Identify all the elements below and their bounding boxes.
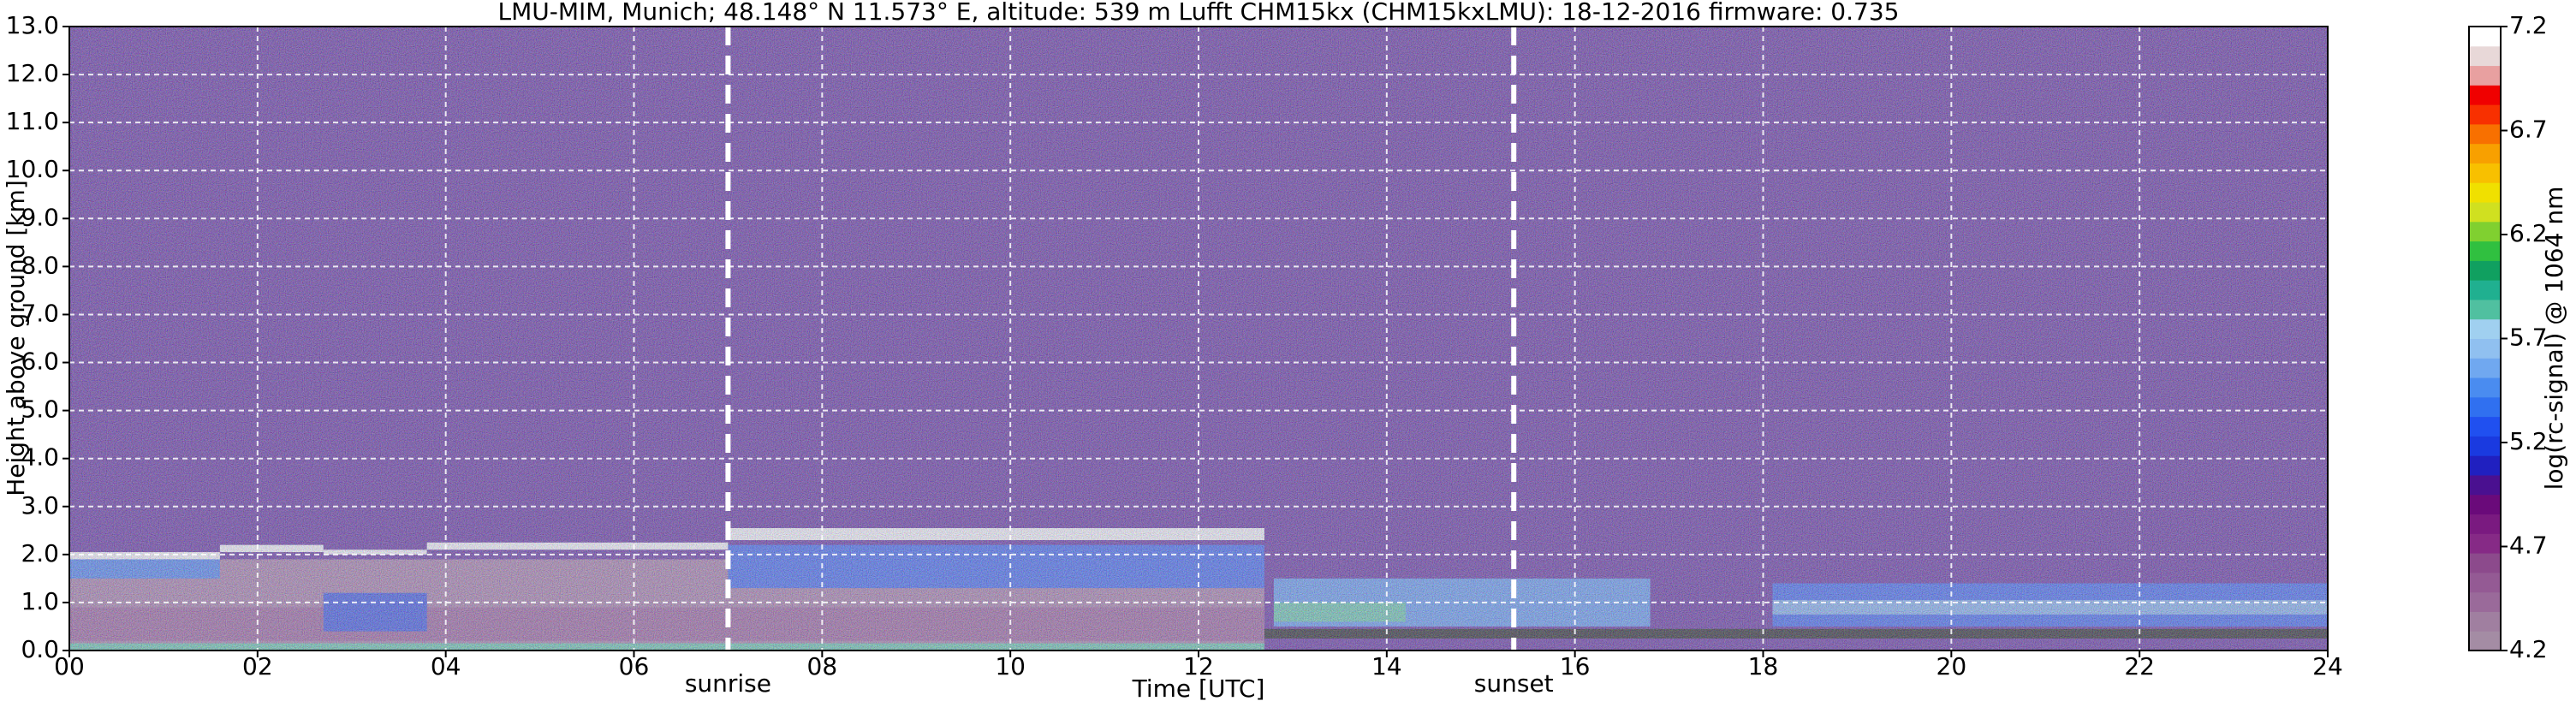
colorbar-swatch bbox=[2469, 104, 2501, 125]
colorbar-swatch bbox=[2469, 416, 2501, 437]
x-tick-label: 12 bbox=[1183, 652, 1214, 680]
x-tick-label: 18 bbox=[1748, 652, 1779, 680]
colorbar-swatch bbox=[2469, 260, 2501, 281]
colorbar-swatch bbox=[2469, 299, 2501, 320]
y-tick-label: 9.0 bbox=[21, 203, 59, 231]
colorbar-swatch bbox=[2469, 45, 2501, 67]
x-tick-label: 08 bbox=[807, 652, 838, 680]
y-tick-label: 0.0 bbox=[21, 635, 59, 663]
x-axis-label: Time [UTC] bbox=[1132, 674, 1265, 703]
y-tick-label: 12.0 bbox=[6, 59, 59, 87]
y-tick-label: 10.0 bbox=[6, 155, 59, 183]
x-tick-label: 06 bbox=[619, 652, 650, 680]
y-axis-label: Height above ground [km] bbox=[2, 180, 30, 496]
colorbar-swatch bbox=[2469, 631, 2501, 651]
colorbar-swatch bbox=[2469, 591, 2501, 612]
x-tick-label: 22 bbox=[2124, 652, 2155, 680]
y-tick-label: 2.0 bbox=[21, 539, 59, 567]
plot-frame bbox=[68, 26, 2329, 651]
y-tick-label: 6.0 bbox=[21, 348, 59, 376]
colorbar-swatch bbox=[2469, 358, 2501, 378]
colorbar-swatch bbox=[2469, 338, 2501, 359]
y-tick-label: 13.0 bbox=[6, 11, 59, 39]
colorbar-swatch bbox=[2469, 514, 2501, 534]
colorbar-swatch bbox=[2469, 27, 2501, 47]
colorbar-swatch bbox=[2469, 396, 2501, 418]
y-tick-label: 3.0 bbox=[21, 491, 59, 520]
x-tick-label: 24 bbox=[2312, 652, 2343, 680]
y-tick-label: 4.0 bbox=[21, 443, 59, 472]
colorbar-swatch bbox=[2469, 85, 2501, 105]
colorbar-swatch bbox=[2469, 455, 2501, 476]
colorbar-swatch bbox=[2469, 123, 2501, 145]
colorbar-tick-label: 5.7 bbox=[2509, 324, 2548, 352]
colorbar-tick-label: 4.7 bbox=[2509, 532, 2548, 560]
colorbar-tick-label: 7.2 bbox=[2509, 11, 2548, 39]
x-tick-label: 02 bbox=[242, 652, 273, 680]
y-tick-label: 7.0 bbox=[21, 299, 59, 327]
y-tick-label: 8.0 bbox=[21, 251, 59, 279]
colorbar-swatch bbox=[2469, 572, 2501, 593]
colorbar-swatch bbox=[2469, 611, 2501, 632]
y-tick-label: 1.0 bbox=[21, 587, 59, 615]
event-label: sunset bbox=[1474, 669, 1554, 698]
colorbar-swatch bbox=[2469, 221, 2501, 242]
colorbar-tick-label: 6.2 bbox=[2509, 219, 2548, 247]
x-tick-label: 10 bbox=[995, 652, 1026, 680]
colorbar-tick-label: 5.2 bbox=[2509, 427, 2548, 455]
colorbar-swatch bbox=[2469, 533, 2501, 554]
colorbar-swatch bbox=[2469, 280, 2501, 300]
y-tick-label: 11.0 bbox=[6, 107, 59, 135]
colorbar-tick-label: 6.7 bbox=[2509, 116, 2548, 144]
colorbar-swatch bbox=[2469, 377, 2501, 398]
colorbar-swatch bbox=[2469, 143, 2501, 163]
colorbar-swatch bbox=[2469, 65, 2501, 86]
overlay: 0.0 1.0 2.0 3.0 4.0 5.0 6.0 7.0 8.0 9.0 10.0 11.0 12… bbox=[6, 11, 2548, 698]
colorbar-swatch bbox=[2469, 436, 2501, 456]
colorbar-swatch bbox=[2469, 318, 2501, 339]
colorbar-swatch bbox=[2469, 553, 2501, 573]
colorbar-swatch bbox=[2469, 241, 2501, 261]
colorbar-swatch bbox=[2469, 163, 2501, 183]
colorbar-swatch bbox=[2469, 202, 2501, 223]
x-tick-label: 00 bbox=[54, 652, 85, 680]
chart-title: LMU-MIM, Munich; 48.148° N 11.573° E, al… bbox=[498, 0, 1900, 26]
colorbar-swatch bbox=[2469, 182, 2501, 203]
x-tick-label: 14 bbox=[1371, 652, 1402, 680]
colorbar-swatch bbox=[2469, 494, 2501, 515]
x-tick-label: 16 bbox=[1560, 652, 1591, 680]
colorbar-tick-label: 4.2 bbox=[2509, 635, 2548, 663]
x-tick-label: 04 bbox=[431, 652, 461, 680]
y-tick-label: 5.0 bbox=[21, 395, 59, 424]
event-label: sunrise bbox=[685, 669, 771, 698]
x-tick-label: 20 bbox=[1936, 652, 1967, 680]
colorbar-swatch bbox=[2469, 474, 2501, 496]
colorbar-label: log(rc-signal) @ 1064 nm bbox=[2540, 187, 2568, 490]
